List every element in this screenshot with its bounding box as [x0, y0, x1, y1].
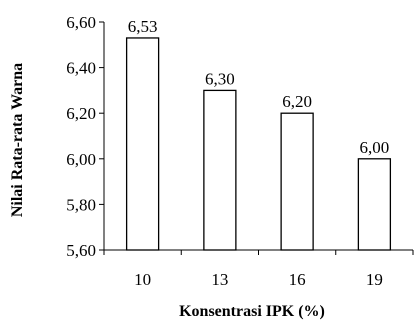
data-label: 6,00 [360, 138, 390, 157]
y-tick-label: 6,40 [66, 59, 96, 78]
y-tick-label: 5,80 [66, 195, 96, 214]
y-tick-label: 6,60 [66, 13, 96, 32]
bar [280, 112, 314, 251]
y-axis-title: Nilai Rata-rata Warna [9, 63, 26, 217]
y-tick-label: 6,00 [66, 150, 96, 169]
x-tick-label: 19 [366, 270, 383, 289]
plot-area: 5,60 5,80 6,00 6,20 6,40 6,60 6,53 10 6,30 13 6,20… [66, 13, 414, 289]
bar [357, 158, 392, 251]
x-tick-label: 13 [211, 270, 228, 289]
x-tick-label: 10 [134, 270, 151, 289]
x-axis-title: Konsentrasi IPK (%) [179, 303, 325, 320]
data-label: 6,20 [282, 92, 312, 111]
y-tick-label: 6,20 [66, 104, 96, 123]
bar [125, 37, 160, 251]
data-label: 6,30 [205, 69, 235, 88]
y-tick-label: 5,60 [66, 241, 96, 260]
x-tick-label: 16 [289, 270, 306, 289]
data-label: 6,53 [128, 17, 158, 36]
bar [203, 89, 237, 251]
